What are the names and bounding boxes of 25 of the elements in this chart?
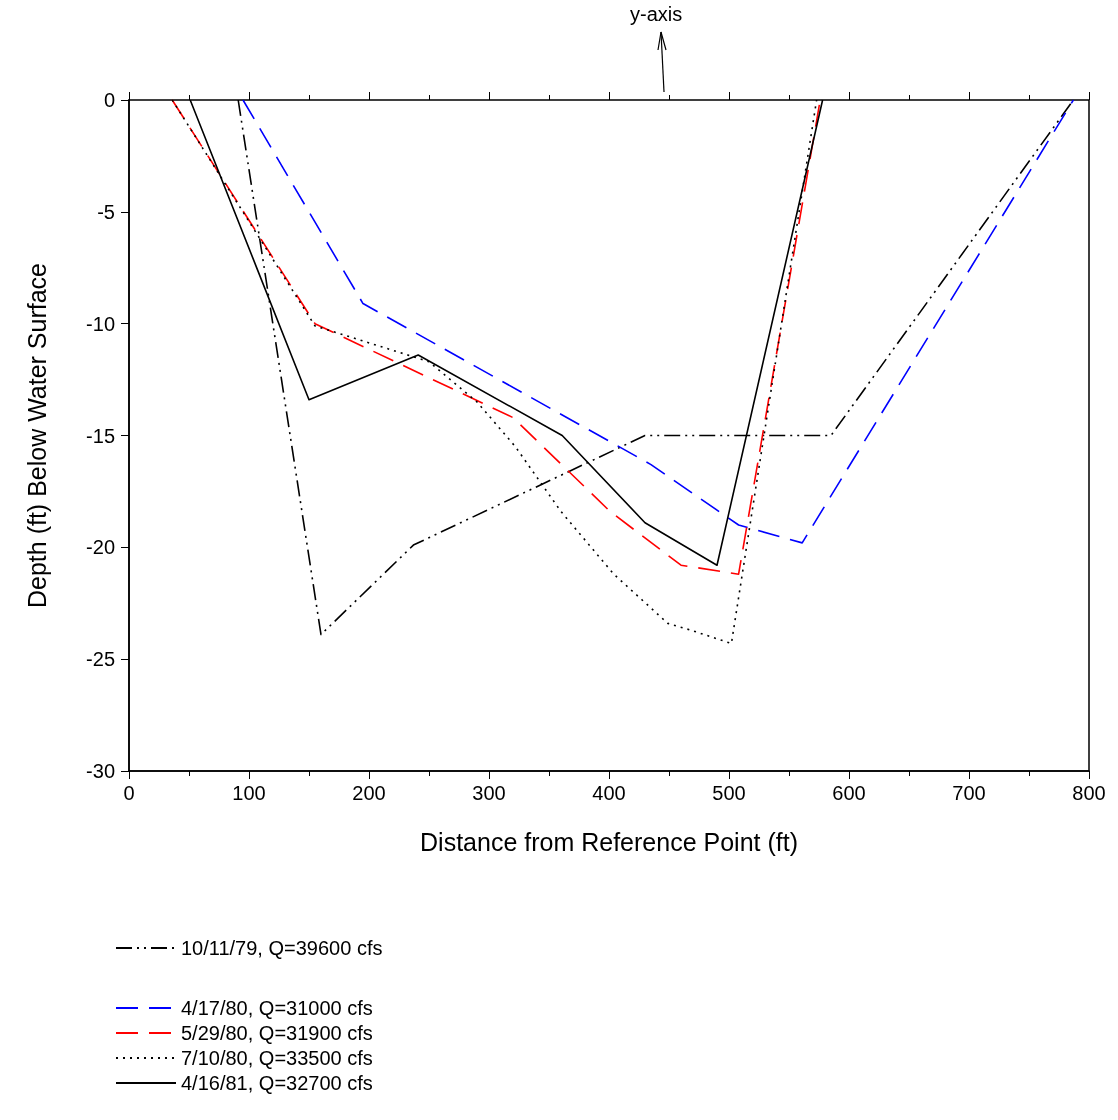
legend-label: 4/17/80, Q=31000 cfs (181, 997, 373, 1019)
legend-label: 4/16/81, Q=32700 cfs (181, 1072, 373, 1094)
x-tick-label: 600 (832, 782, 866, 804)
x-tick-label: 700 (952, 782, 986, 804)
x-axis-title: Distance from Reference Point (ft) (420, 827, 798, 856)
x-tick-label: 300 (472, 782, 506, 804)
legend-label: 7/10/80, Q=33500 cfs (181, 1047, 373, 1069)
y-tick-label: -30 (86, 760, 115, 782)
y-tick-label: -20 (86, 536, 115, 559)
y-tick-label: 0 (103, 89, 115, 111)
text: y-axis (630, 3, 683, 25)
y-tick-label: -15 (86, 424, 115, 447)
legend-label: 5/29/80, Q=31900 cfs (181, 1022, 373, 1044)
y-tick-label: -10 (86, 312, 115, 335)
x-tick-label: 400 (592, 782, 626, 804)
line-series (242, 99, 1075, 544)
legend-label: 10/11/79, Q=39600 cfs (181, 937, 383, 959)
y-tick-label: -5 (97, 200, 115, 223)
x-tick-label: 200 (352, 782, 386, 804)
x-tick-label: 100 (232, 782, 266, 804)
x-tick-label: 800 (1072, 782, 1106, 804)
y-axis-title: Depth (ft) Below Water Surface (22, 262, 51, 609)
x-tick-label: 500 (712, 782, 746, 804)
y-tick-label: -25 (86, 648, 115, 671)
x-tick-label: 0 (123, 782, 135, 804)
